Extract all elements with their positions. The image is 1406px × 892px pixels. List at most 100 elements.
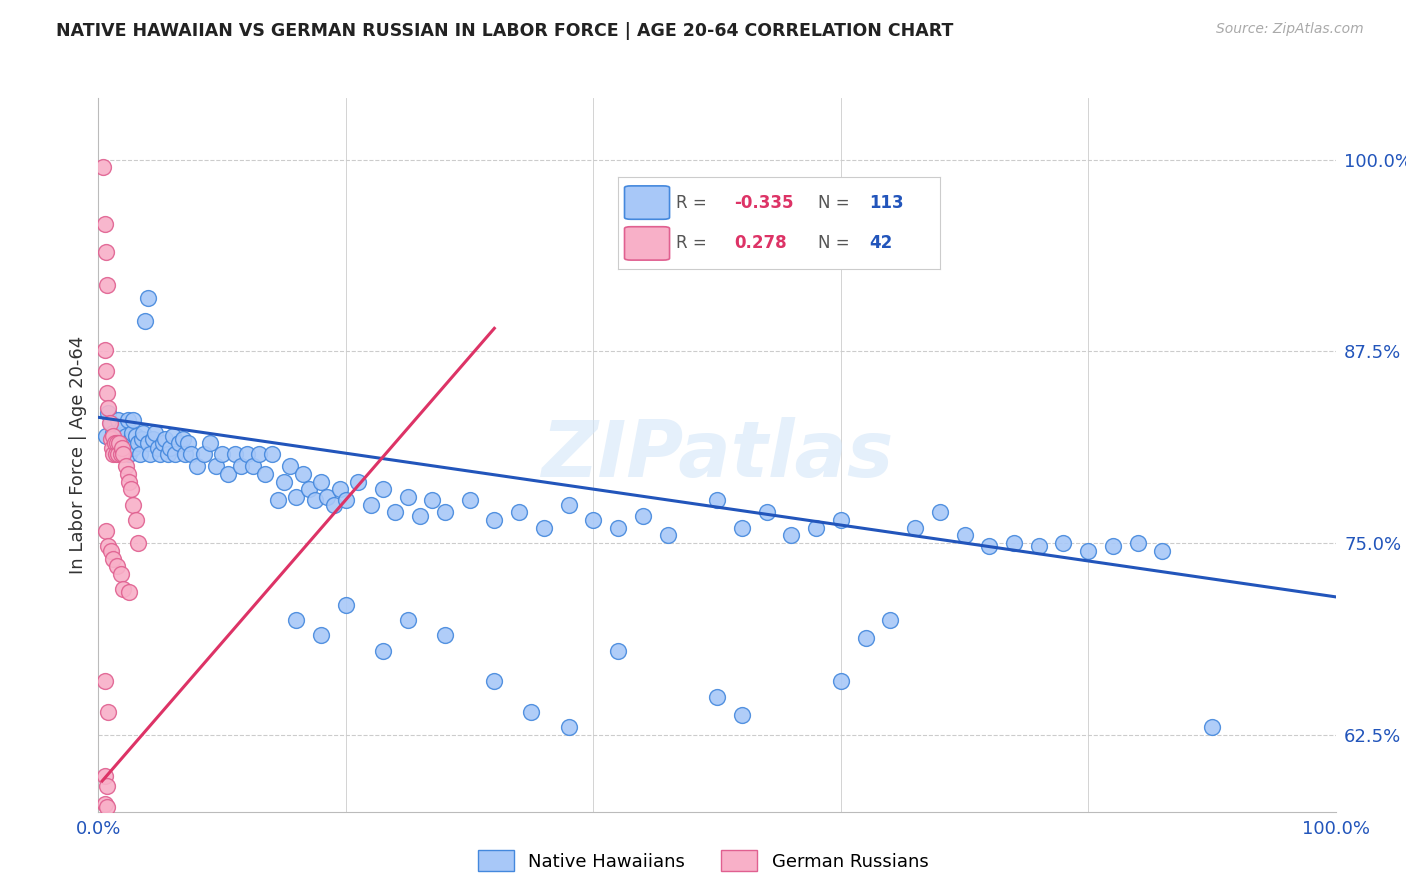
Point [94,524,117,538]
Point [93,797,115,811]
Point [657,528,679,542]
Point [120,483,142,497]
Point [291,467,314,482]
Point [198,436,221,450]
FancyBboxPatch shape [624,186,669,219]
Point [114,459,136,474]
Point [804,521,827,535]
Point [94,428,117,442]
Point [94,364,117,378]
Point [108,436,131,450]
Point [105,441,128,455]
Point [96,779,118,793]
Point [97,406,120,420]
Point [97,705,120,719]
Point [103,436,125,450]
Point [1002,536,1025,550]
Point [484,513,506,527]
Point [94,244,117,259]
Point [254,467,277,482]
Point [103,551,125,566]
Text: R =: R = [676,235,707,252]
Point [93,160,115,174]
Text: N =: N = [817,235,849,252]
Point [830,513,852,527]
Point [247,447,270,461]
Point [731,708,754,723]
Point [1052,536,1074,550]
Point [159,441,181,455]
Point [285,490,308,504]
Point [155,432,177,446]
Point [107,447,129,461]
Point [112,436,135,450]
Point [122,498,145,512]
Point [1201,720,1223,734]
Point [557,498,579,512]
Point [309,628,332,642]
Point [107,413,129,427]
Point [347,475,370,489]
Point [335,598,357,612]
Point [105,559,128,574]
Point [180,447,202,461]
Text: ZIPatlas: ZIPatlas [541,417,893,493]
Point [96,385,118,400]
Point [260,447,283,461]
Point [112,447,135,461]
Point [110,447,132,461]
Point [211,447,233,461]
Point [422,493,444,508]
Point [118,475,141,489]
Point [118,585,141,599]
Point [396,490,419,504]
Point [122,441,145,455]
Point [267,493,290,508]
Point [114,428,136,442]
Point [557,720,579,734]
Text: Source: ZipAtlas.com: Source: ZipAtlas.com [1216,22,1364,37]
Point [111,441,134,455]
Point [152,436,174,450]
Point [304,493,326,508]
Point [607,643,630,657]
Point [335,493,357,508]
Point [458,493,481,508]
Point [124,513,146,527]
Point [100,544,122,558]
Point [149,447,172,461]
Point [117,413,139,427]
Point [176,436,198,450]
Point [110,566,132,581]
Text: N =: N = [817,194,849,211]
Point [396,613,419,627]
Point [127,536,149,550]
Point [409,508,432,523]
Point [136,291,159,305]
Point [217,467,239,482]
Point [780,528,803,542]
Point [131,432,153,446]
FancyBboxPatch shape [624,227,669,260]
Point [631,508,654,523]
Point [139,447,162,461]
Point [93,674,115,689]
Point [582,513,605,527]
Point [121,425,143,440]
Point [360,498,382,512]
Point [96,278,118,293]
Point [122,413,145,427]
Point [129,447,152,461]
Point [205,459,228,474]
Point [508,506,530,520]
Point [120,432,142,446]
Text: NATIVE HAWAIIAN VS GERMAN RUSSIAN IN LABOR FORCE | AGE 20-64 CORRELATION CHART: NATIVE HAWAIIAN VS GERMAN RUSSIAN IN LAB… [56,22,953,40]
Point [172,432,194,446]
Point [316,490,339,504]
Point [236,447,259,461]
Point [298,483,321,497]
Point [979,539,1001,553]
Point [96,800,118,814]
Point [533,521,555,535]
Point [1152,544,1174,558]
